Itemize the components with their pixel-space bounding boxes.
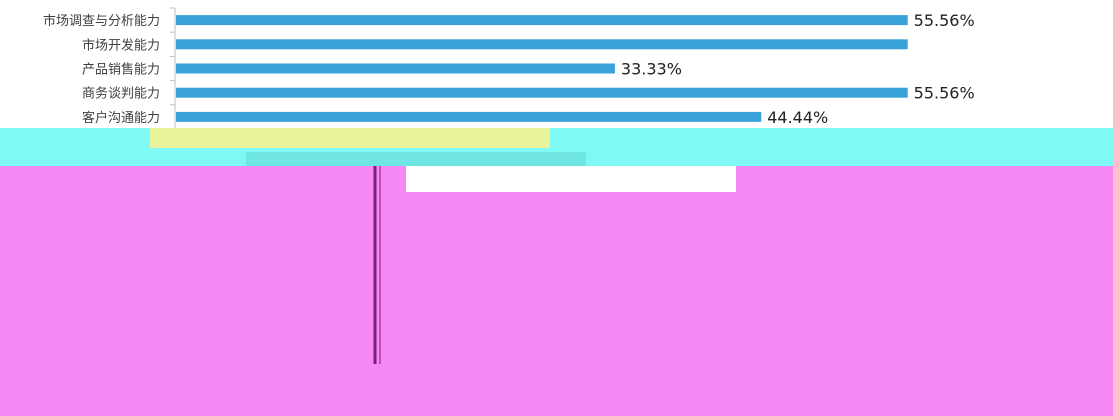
- bars: [176, 15, 908, 122]
- data-label: 55.56%: [914, 84, 975, 103]
- data-label: 44.44%: [767, 108, 828, 127]
- data-label: 55.56%: [914, 11, 975, 30]
- category-label: 产品销售能力: [82, 62, 160, 78]
- white-artifact-patch: [406, 166, 736, 192]
- bar: [176, 63, 615, 74]
- yellow-artifact-strip: [150, 128, 550, 148]
- magenta-artifact-panel: [0, 166, 1113, 416]
- bar: [176, 87, 908, 98]
- category-label: 商务谈判能力: [82, 86, 160, 102]
- bar: [176, 15, 908, 26]
- category-label: 市场调查与分析能力: [43, 13, 160, 29]
- data-label: 33.33%: [621, 60, 682, 79]
- garbled-bottom-chart: [373, 166, 381, 364]
- category-label: 客户沟通能力: [82, 110, 160, 126]
- bar: [176, 111, 762, 122]
- category-label: 市场开发能力: [82, 37, 160, 53]
- data-labels: 55.56% 33.33% 55.56% 44.44%: [621, 11, 975, 127]
- cyan-artifact-bar: [246, 152, 586, 166]
- bar: [176, 39, 908, 50]
